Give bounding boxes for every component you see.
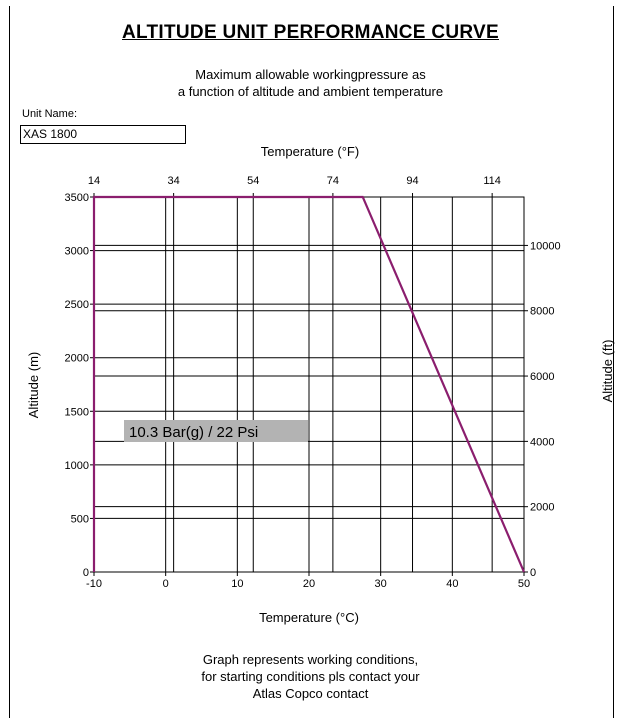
- chart-subtitle: Maximum allowable workingpressure as a f…: [0, 66, 621, 100]
- y-tick-label: 1000: [65, 460, 89, 472]
- x-tick-label: 10: [231, 578, 243, 590]
- right-tick-label: 10000: [530, 240, 561, 252]
- y-tick-label: 3500: [65, 192, 89, 204]
- top-tick-label: 14: [88, 175, 100, 187]
- y-axis-right-title: Altitude (ft): [600, 340, 615, 403]
- unit-name-field[interactable]: XAS 1800: [20, 125, 186, 144]
- chart-footer: Graph represents working conditions, for…: [0, 651, 621, 702]
- annotation-background: [124, 420, 308, 442]
- y-tick-label: 500: [71, 513, 89, 525]
- footer-line-2: for starting conditions pls contact your: [201, 669, 420, 684]
- subtitle-line-1: Maximum allowable workingpressure as: [195, 67, 426, 82]
- chart-frame: [9, 6, 614, 718]
- y-tick-label: 3000: [65, 246, 89, 258]
- y-tick-label: 2000: [65, 353, 89, 365]
- x-tick-label: 50: [518, 578, 530, 590]
- right-tick-label: 2000: [530, 502, 554, 514]
- chart-title: ALTITUDE UNIT PERFORMANCE CURVE: [122, 22, 499, 43]
- right-tick-label: 4000: [530, 436, 554, 448]
- right-tick-label: 0: [530, 567, 536, 579]
- x-axis-bottom-title: Temperature (°C): [259, 610, 359, 625]
- footer-line-3: Atlas Copco contact: [252, 686, 369, 701]
- annotation-text: 10.3 Bar(g) / 22 Psi: [129, 424, 258, 441]
- footer-line-1: Graph represents working conditions,: [202, 652, 419, 667]
- y-tick-label: 2500: [65, 299, 89, 311]
- right-tick-label: 8000: [530, 306, 554, 318]
- x-tick-label: 40: [446, 578, 458, 590]
- y-tick-label: 0: [83, 567, 89, 579]
- unit-name-label: Unit Name:: [22, 108, 78, 120]
- performance-curve-line: [92, 195, 526, 573]
- top-tick-label: 114: [483, 175, 501, 187]
- x-axis-top-title: Temperature (°F): [261, 144, 359, 159]
- top-tick-label: 94: [406, 175, 418, 187]
- x-tick-label: -10: [86, 578, 102, 590]
- x-tick-label: 30: [375, 578, 387, 590]
- pressure-annotation: 10.3 Bar(g) / 22 Psi: [124, 420, 308, 442]
- top-tick-label: 54: [247, 175, 259, 187]
- right-tick-label: 6000: [530, 371, 554, 383]
- top-tick-label: 74: [327, 175, 339, 187]
- top-tick-label: 34: [168, 175, 180, 187]
- subtitle-line-2: a function of altitude and ambient tempe…: [177, 84, 444, 99]
- y-axis-left-title: Altitude (m): [26, 352, 41, 418]
- x-tick-label: 0: [163, 578, 169, 590]
- y-tick-label: 1500: [65, 406, 89, 418]
- x-tick-label: 20: [303, 578, 315, 590]
